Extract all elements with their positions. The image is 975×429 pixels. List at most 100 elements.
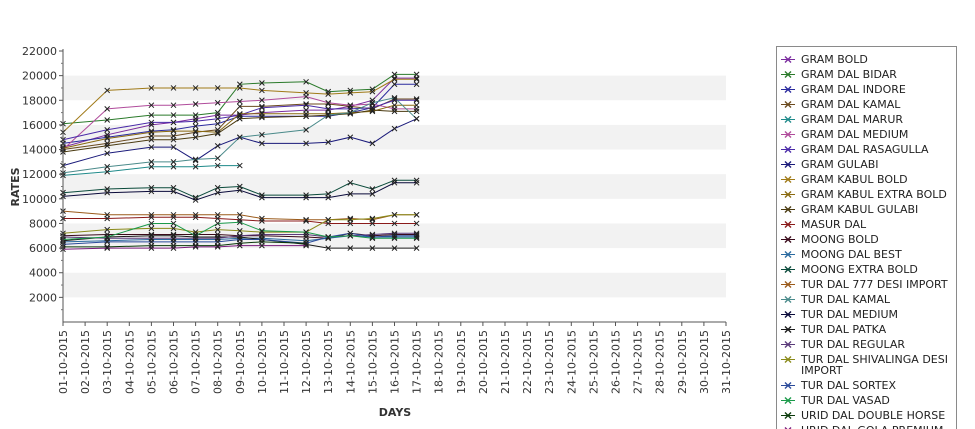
legend-marker: [781, 412, 795, 419]
data-point: [369, 140, 376, 147]
y-tick-label: 14000: [22, 144, 57, 157]
data-point: [413, 97, 420, 104]
legend-marker: [781, 326, 795, 333]
legend-marker: [781, 251, 795, 258]
legend-marker: [781, 131, 795, 138]
x-axis-title: DAYS: [379, 406, 412, 419]
x-tick-label: 26-10-2015: [610, 330, 623, 394]
data-point: [391, 179, 398, 186]
legend-label: MASUR DAL: [801, 218, 867, 231]
series-line: [62, 210, 417, 221]
data-point: [369, 235, 376, 242]
data-point: [214, 162, 221, 169]
data-point: [236, 240, 243, 247]
legend: GRAM BOLD GRAM DAL BIDAR GRAM DAL INDORE GR…: [776, 46, 957, 429]
data-point: [170, 119, 177, 126]
data-point: [104, 117, 111, 123]
axes: 2000 4000 6000 8000 10000 12000 14000 16000 1800…: [22, 45, 733, 394]
x-tick-label: 25-10-2015: [587, 330, 600, 394]
data-point: [236, 103, 243, 110]
legend-item: TUR DAL VASAD: [777, 393, 956, 408]
data-point: [104, 87, 111, 94]
x-tick-label: 23-10-2015: [543, 330, 556, 394]
legend-label: GRAM DAL BIDAR: [801, 68, 897, 81]
data-point: [104, 168, 111, 175]
data-point: [369, 186, 376, 192]
x-tick-label: 19-10-2015: [455, 330, 468, 394]
legend-marker: [784, 427, 792, 429]
series-line: [62, 98, 417, 150]
x-tick-label: 20-10-2015: [477, 330, 490, 394]
legend-item: TUR DAL KAMAL: [777, 292, 956, 307]
legend-item: GRAM KABUL GULABI: [777, 202, 956, 217]
data-point: [148, 232, 155, 239]
x-tick-label: 15-10-2015: [366, 330, 379, 394]
data-point: [214, 130, 221, 137]
x-tick-label: 24-10-2015: [565, 330, 578, 394]
x-tick-label: 17-10-2015: [411, 330, 424, 394]
x-tick-label: 29-10-2015: [676, 330, 689, 394]
legend-label: TUR DAL SHIVALINGA DESI IMPORT: [801, 353, 948, 377]
y-tick-label: 2000: [29, 291, 57, 304]
legend-marker: [781, 161, 795, 168]
data-point: [259, 140, 265, 147]
data-point: [413, 211, 420, 218]
data-point: [104, 245, 111, 251]
y-axis-title: RATES: [9, 167, 22, 206]
legend-label: MOONG BOLD: [801, 233, 879, 246]
grid-band: [63, 272, 726, 298]
legend-marker: [781, 341, 795, 348]
data-point: [347, 230, 354, 237]
data-point: [325, 194, 332, 201]
legend-item: GRAM DAL RASAGULLA: [777, 142, 956, 157]
data-point: [413, 232, 420, 239]
data-point: [148, 136, 155, 143]
data-point: [347, 232, 354, 239]
data-point: [192, 244, 199, 250]
data-point: [391, 232, 398, 239]
data-point: [303, 229, 309, 235]
legend-label: GRAM DAL KAMAL: [801, 98, 901, 111]
x-tick-label: 06-10-2015: [168, 330, 181, 394]
data-point: [391, 177, 398, 184]
data-point: [192, 232, 199, 239]
data-point: [236, 227, 243, 234]
x-tick-label: 07-10-2015: [190, 330, 203, 394]
data-point: [214, 85, 221, 91]
data-point: [259, 80, 265, 86]
y-tick-label: 12000: [22, 168, 57, 181]
y-tick-label: 20000: [22, 70, 57, 83]
data-point: [413, 179, 420, 186]
data-point: [413, 115, 420, 122]
legend-label: GRAM KABUL GULABI: [801, 203, 919, 216]
data-point: [325, 216, 332, 223]
data-point: [259, 87, 265, 94]
legend-label: GRAM DAL RASAGULLA: [801, 143, 929, 156]
x-tick-label: 10-10-2015: [256, 330, 269, 394]
data-point: [170, 128, 177, 134]
data-point: [413, 230, 420, 237]
legend-label: GRAM DAL INDORE: [801, 83, 906, 96]
data-point: [148, 188, 155, 195]
data-point: [192, 156, 199, 163]
legend-label: MOONG EXTRA BOLD: [801, 263, 918, 276]
data-point: [391, 235, 398, 242]
legend-item: GRAM GULABI: [777, 157, 956, 172]
data-point: [170, 85, 177, 91]
data-point: [303, 242, 309, 249]
data-point: [214, 226, 221, 233]
series-line: [62, 235, 417, 249]
data-point: [192, 163, 199, 170]
y-tick-label: 16000: [22, 119, 57, 132]
data-point: [170, 225, 177, 232]
legend-marker: [781, 206, 795, 213]
data-point: [192, 197, 199, 203]
data-point: [192, 123, 199, 129]
data-point: [413, 108, 420, 115]
data-point: [170, 245, 177, 251]
data-point: [347, 87, 354, 94]
x-tick-label: 28-10-2015: [654, 330, 667, 394]
data-point: [303, 126, 309, 133]
data-point: [192, 214, 199, 221]
legend-marker: [781, 86, 795, 93]
